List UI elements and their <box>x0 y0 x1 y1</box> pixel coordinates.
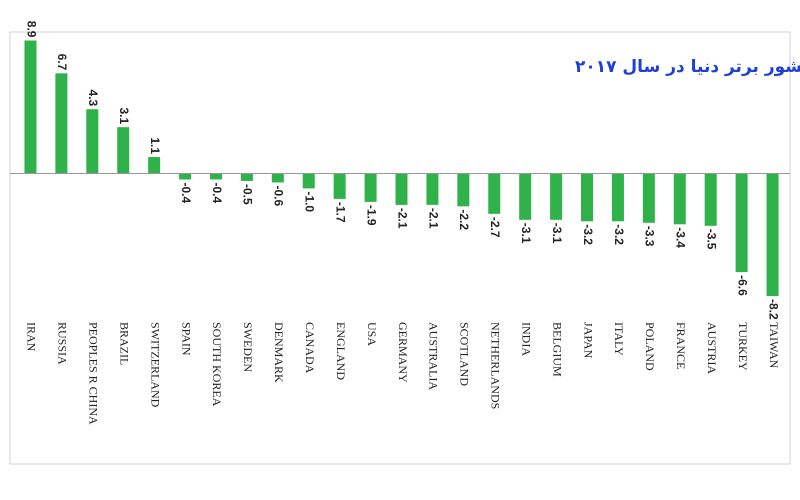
value-label: -2.2 <box>457 209 471 230</box>
value-label: -2.7 <box>488 217 502 238</box>
bar <box>735 173 748 273</box>
x-tick-label: ENGLAND <box>334 322 348 380</box>
x-tick-label: TAIWAN <box>767 322 781 369</box>
value-label: 4.3 <box>86 90 100 107</box>
value-label: -1.7 <box>333 202 347 223</box>
bar <box>766 173 779 297</box>
bar <box>179 173 192 180</box>
bar <box>209 173 222 180</box>
x-tick-label: PEOPLES R CHINA <box>87 322 101 425</box>
bar <box>395 173 408 205</box>
x-tick-label: SCOTLAND <box>458 322 472 386</box>
value-label: 8.9 <box>24 21 38 38</box>
bar <box>704 173 717 226</box>
value-label: -0.6 <box>272 185 286 206</box>
x-tick-label: NETHERLANDS <box>489 322 503 409</box>
x-tick-label: GERMANY <box>396 322 410 383</box>
x-tick-label: AUSTRIA <box>705 322 719 374</box>
value-label: -2.1 <box>426 208 440 229</box>
chart-title: درصد رشد تولید علم ۲۵ کشور برتر دنیا در … <box>575 57 800 77</box>
value-label: -8.2 <box>766 299 780 320</box>
bar <box>302 173 315 189</box>
x-tick-label: POLAND <box>643 322 657 371</box>
x-tick-label: JAPAN <box>581 322 595 359</box>
value-label: -0.4 <box>210 182 224 203</box>
x-tick-label: BRAZIL <box>117 322 131 365</box>
x-tick-label: BELGIUM <box>550 322 564 377</box>
x-tick-label: SWITZERLAND <box>148 322 162 408</box>
value-label: 6.7 <box>55 54 69 71</box>
bar <box>488 173 501 214</box>
bar <box>240 173 253 181</box>
bar <box>550 173 563 220</box>
value-label: -0.5 <box>241 184 255 205</box>
bar <box>364 173 377 202</box>
value-label: 3.1 <box>117 107 131 124</box>
bar <box>271 173 284 183</box>
value-label: 1.1 <box>148 137 162 154</box>
value-label: -3.3 <box>643 226 657 247</box>
value-label: -3.1 <box>550 223 564 244</box>
x-tick-label: USA <box>365 322 379 346</box>
frame <box>9 31 791 465</box>
x-tick-label: RUSSIA <box>56 322 70 365</box>
x-tick-label: SWEDEN <box>241 322 255 372</box>
value-label: -3.2 <box>581 224 595 245</box>
x-tick-label: SOUTH KOREA <box>210 322 224 407</box>
bar <box>333 173 346 199</box>
value-label: -3.2 <box>612 224 626 245</box>
value-label: -3.4 <box>674 227 688 248</box>
value-label: -2.1 <box>395 208 409 229</box>
bar <box>642 173 655 223</box>
value-label: -0.4 <box>179 182 193 203</box>
x-tick-label: SPAIN <box>179 322 193 356</box>
x-tick-label: FRANCE <box>674 322 688 369</box>
value-label: -1.9 <box>364 205 378 226</box>
bar <box>55 73 68 174</box>
x-tick-label: INDIA <box>519 322 533 356</box>
x-tick-label: TURKEY <box>736 322 750 371</box>
bar <box>673 173 686 225</box>
bar <box>148 157 161 174</box>
value-label: -3.1 <box>519 223 533 244</box>
x-tick-label: CANADA <box>303 322 317 374</box>
value-label: -6.6 <box>735 275 749 296</box>
bar <box>426 173 439 205</box>
x-tick-label: ITALY <box>612 322 626 356</box>
bar <box>24 40 37 174</box>
value-label: -1.0 <box>303 191 317 212</box>
bar <box>86 109 99 174</box>
x-tick-label: IRAN <box>25 322 39 352</box>
bar <box>519 173 532 220</box>
bar <box>117 127 130 174</box>
x-tick-label: DENMARK <box>272 322 286 383</box>
bar <box>581 173 594 222</box>
x-tick-label: AUSTRALIA <box>427 322 441 390</box>
bar <box>457 173 470 207</box>
bar <box>611 173 624 222</box>
value-label: -3.5 <box>705 229 719 250</box>
